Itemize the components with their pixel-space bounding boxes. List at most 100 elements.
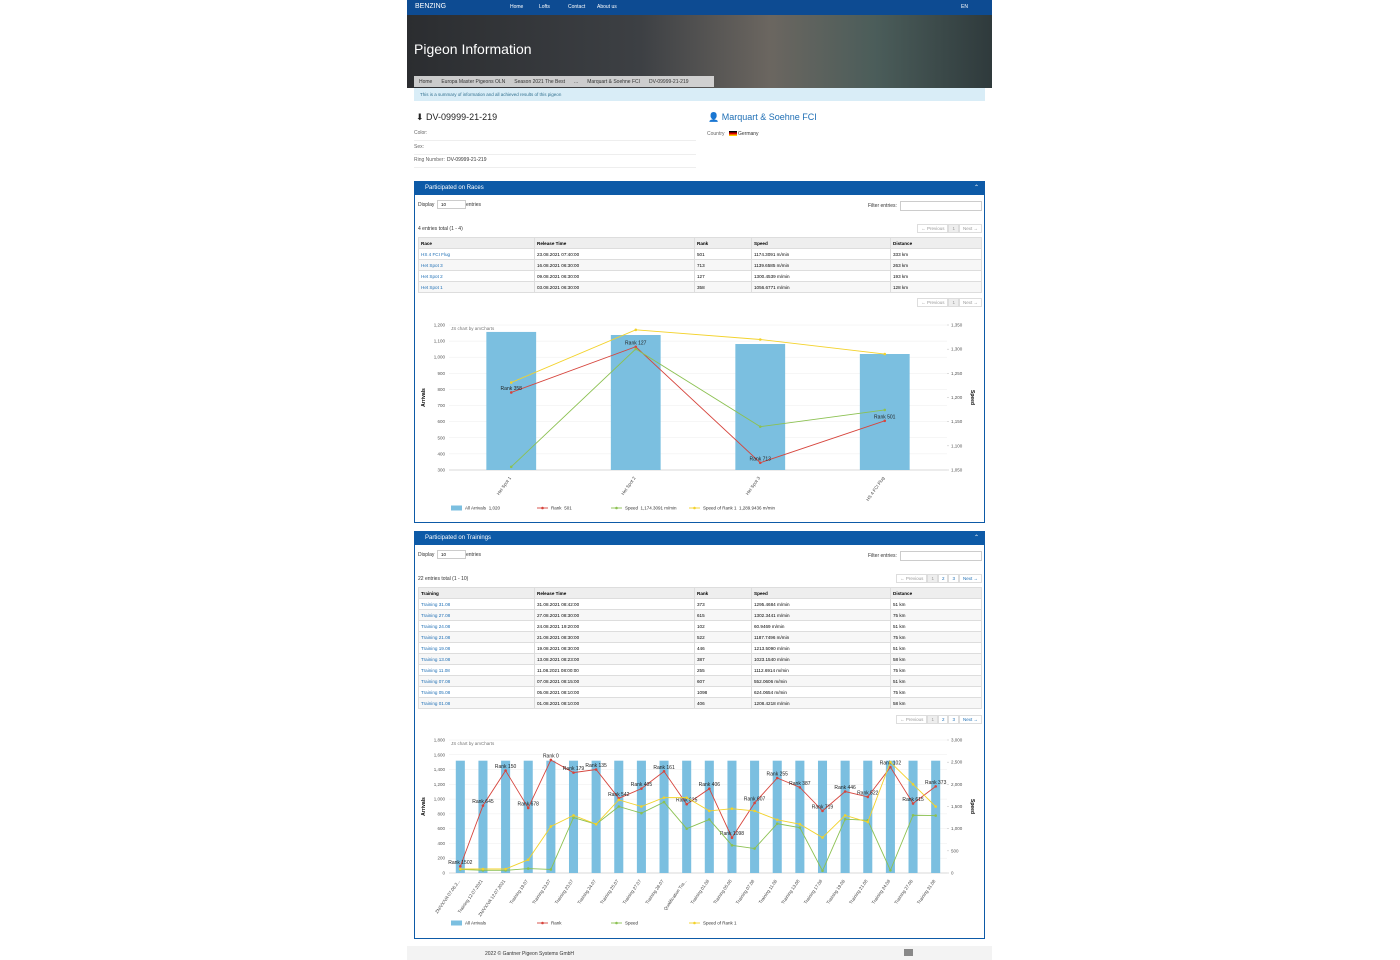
legend-label[interactable]: Rank (551, 506, 562, 511)
column-header[interactable]: Speed (751, 587, 891, 599)
pagination-button[interactable]: 2 (937, 715, 949, 724)
table-cell: 1056.6771 m/min (751, 281, 891, 293)
pagination-button[interactable]: Next → (958, 715, 982, 724)
data-label: Rank 446 (834, 785, 856, 791)
column-header[interactable]: Release Time (534, 237, 695, 249)
legend-label[interactable]: Speed of Rank 1 (703, 921, 737, 926)
line-point (758, 338, 762, 341)
data-label: Rank 405 (631, 782, 653, 788)
breadcrumb-item[interactable]: ... (574, 79, 579, 85)
bar (682, 760, 692, 873)
row-link[interactable]: Training 13.08 (421, 656, 451, 662)
nav-link[interactable]: About us (597, 4, 617, 10)
pagination-button[interactable]: Next → (958, 224, 982, 233)
breadcrumb-item[interactable]: Europa Master Pigeons OLN (441, 79, 506, 85)
page-size-select[interactable]: 10 (437, 550, 466, 559)
legend-label[interactable]: Speed (625, 921, 639, 926)
pagination-button[interactable]: ← Previous (896, 574, 928, 583)
table-cell: Training 24.08 (418, 620, 535, 632)
row-link[interactable]: Training 11.08 (421, 667, 450, 673)
table-cell: Het Spot 1 (418, 281, 535, 293)
pagination-button[interactable]: 3 (948, 574, 959, 583)
panel-header[interactable]: Participated on Races ⌃ (415, 182, 984, 195)
column-header[interactable]: Distance (890, 237, 982, 249)
pagination-button[interactable]: ← Previous (896, 715, 928, 724)
owner-name[interactable]: Marquart & Soehne FCI (721, 112, 817, 122)
pagination-button[interactable]: 1 (948, 298, 959, 307)
y-axis-label: Arrivals (421, 388, 427, 407)
bar (840, 760, 850, 873)
pagination-button[interactable]: 2 (937, 574, 949, 583)
row-link[interactable]: Training 05.08 (421, 689, 451, 695)
data-label: Rank 615 (902, 797, 924, 803)
filter-input[interactable] (900, 201, 982, 211)
nav-link[interactable]: Contact (568, 4, 586, 10)
row-link[interactable]: Training 24.08 (421, 623, 451, 629)
x-tick-label: Training 28.07 (644, 878, 665, 905)
pagination-button[interactable]: 3 (948, 715, 959, 724)
breadcrumb-item[interactable]: Season 2021 The Best (514, 79, 566, 85)
column-header[interactable]: Distance (890, 587, 982, 599)
tick-label: 1,600 (434, 752, 446, 757)
legend-label[interactable]: All Arrivals (465, 921, 487, 926)
pagination-button[interactable]: ← Previous (917, 224, 949, 233)
row-link[interactable]: Het Spot 3 (421, 262, 443, 268)
row-link[interactable]: Het Spot 1 (421, 284, 443, 290)
column-header[interactable]: Speed (751, 237, 891, 249)
row-link[interactable]: Training 07.08 (421, 678, 451, 684)
owner[interactable]: 👤 Marquart & Soehne FCI (708, 112, 817, 122)
line-point (634, 328, 638, 332)
pagination-button[interactable]: ← Previous (917, 298, 949, 307)
row-link[interactable]: Training 21.08 (421, 634, 451, 640)
row-link[interactable]: Training 27.08 (421, 612, 451, 618)
page-size-select[interactable]: 10 (437, 200, 466, 209)
line-point (509, 381, 513, 384)
tick-label: 900 (437, 371, 445, 376)
scroll-top[interactable] (904, 949, 913, 956)
table-cell: 51 km (890, 598, 982, 610)
legend-label[interactable]: All Arrivals (465, 506, 487, 511)
watermark: JS chart by amCharts (451, 326, 495, 331)
nav-link[interactable]: Home (510, 4, 524, 10)
nav-link[interactable]: Lofts (539, 4, 550, 10)
country-label: Country (707, 131, 725, 137)
line-point (549, 825, 553, 828)
breadcrumb-item[interactable]: Marquart & Soehne FCI (587, 79, 641, 85)
line-point (572, 816, 575, 819)
table-cell: 51 km (890, 620, 982, 632)
column-header[interactable]: Rank (694, 237, 752, 249)
breadcrumb-item[interactable]: Home (419, 79, 433, 85)
pagination-button[interactable]: Next → (958, 298, 982, 307)
column-header[interactable]: Release Time (534, 587, 695, 599)
row-link[interactable]: Het Spot 2 (421, 273, 443, 279)
legend-swatch (541, 921, 544, 925)
row-link[interactable]: Training 19.08 (421, 645, 451, 651)
table-cell: HS 4 FCI Flug (418, 248, 535, 260)
table-cell: Training 07.08 (418, 675, 535, 687)
pagination-button[interactable]: 1 (927, 574, 938, 583)
row-link[interactable]: Training 31.08 (421, 601, 451, 607)
tick-label: 1,350 (951, 323, 963, 328)
line (460, 801, 936, 872)
legend-label[interactable]: Speed of Rank 1 (703, 506, 737, 511)
table-cell: 11.08.2021 08:00:00 (534, 664, 695, 676)
entries-label: entries (466, 202, 482, 208)
panel-header[interactable]: Participated on Trainings ⌃ (415, 532, 984, 545)
column-header[interactable]: Race (418, 237, 535, 249)
legend-label[interactable]: Speed (625, 506, 639, 511)
row-link[interactable]: Training 01.08 (421, 700, 451, 706)
row-link[interactable]: HS 4 FCI Flug (421, 251, 451, 257)
x-tick-label: Training 23.07 (531, 878, 552, 905)
data-label: Rank 1098 (720, 831, 744, 837)
column-header[interactable]: Training (418, 587, 535, 599)
brand[interactable]: BENZING (415, 3, 447, 10)
legend-label[interactable]: Rank (551, 921, 562, 926)
filter-input[interactable] (900, 551, 982, 561)
column-header[interactable]: Rank (694, 587, 752, 599)
language-switch[interactable]: EN (961, 4, 968, 10)
pagination-button[interactable]: 1 (927, 715, 938, 724)
pagination-button[interactable]: 1 (948, 224, 959, 233)
pagination-button[interactable]: Next → (958, 574, 982, 583)
line-point (889, 760, 892, 764)
